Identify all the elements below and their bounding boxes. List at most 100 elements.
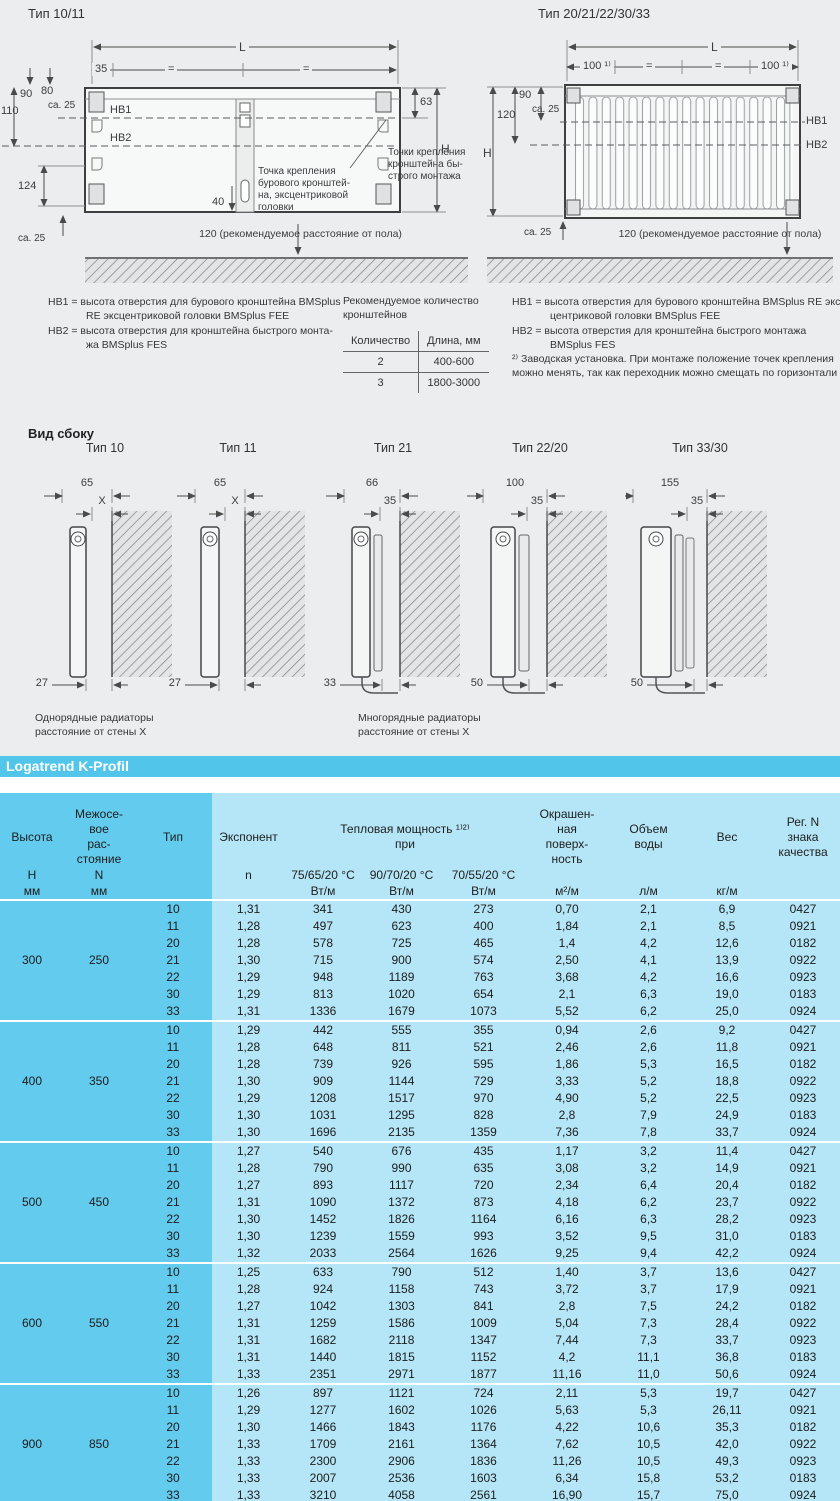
cell-surface: 3,08	[525, 1160, 609, 1177]
radiator-front-type20-33-drawing	[487, 40, 833, 283]
cell-type: 10	[134, 1143, 212, 1160]
cell-height	[0, 1107, 64, 1124]
col-header-volume: Объем воды	[629, 822, 668, 851]
col-header-reg: Рег. N знака качества	[778, 814, 828, 859]
table-row: 10 1,26 897 1121 724 2,11 5,3 19,7 0427	[0, 1383, 840, 1402]
col-units-surface: м²/м	[525, 867, 609, 899]
cell-reg: 0922	[766, 1436, 840, 1453]
cell-weight: 8,5	[688, 918, 766, 935]
cell-exponent: 1,27	[212, 1298, 285, 1315]
table-row: Количество Длина, мм	[343, 331, 489, 352]
col-header-weight: Вес	[716, 829, 738, 844]
col-units-volume: л/м	[609, 867, 688, 899]
legend-hb2-left: HB2 = высота отверстия для кронштейна бы…	[48, 325, 333, 351]
cell-spacing	[64, 1298, 134, 1315]
cell-volume: 2,1	[609, 918, 688, 935]
cell-power-90: 1121	[361, 1385, 442, 1402]
side-view-drawing	[625, 489, 767, 694]
unit-label: мм	[23, 884, 41, 898]
hb2-label: HB2	[806, 139, 828, 151]
table-row: 30 1,33 2007 2536 1603 6,34 15,8 53,2 0183	[0, 1470, 840, 1487]
table-row: 33 1,30 1696 2135 1359 7,36 7,8 33,7 0924	[0, 1124, 840, 1141]
cell-power-70: 400	[442, 918, 525, 935]
dim-label-equal: =	[712, 60, 725, 74]
cell-exponent: 1,28	[212, 935, 285, 952]
cell-type: 22	[134, 1090, 212, 1107]
dim-label-H: H	[441, 142, 450, 156]
unit-symbol: H	[27, 868, 37, 882]
cell-power-75: 715	[285, 952, 361, 969]
cell-weight: 19,0	[688, 986, 766, 1003]
cell-power-70: 1347	[442, 1332, 525, 1349]
cell-height: 300	[0, 952, 64, 969]
spec-table-header: Высота Межосе- вое рас- стояние Тип Эксп…	[0, 793, 840, 899]
cell-reg: 0183	[766, 1349, 840, 1366]
cell-weight: 26,11	[688, 1402, 766, 1419]
cell-exponent: 1,29	[212, 1022, 285, 1039]
table-row: 33 1,31 1336 1679 1073 5,52 6,2 25,0 0924	[0, 1003, 840, 1020]
cell-exponent: 1,30	[212, 1073, 285, 1090]
unit-symbol	[525, 867, 609, 883]
table-row: 3 1800-3000	[343, 372, 489, 393]
cell-height	[0, 901, 64, 918]
cell-spacing	[64, 1228, 134, 1245]
cell-volume: 7,5	[609, 1298, 688, 1315]
cell-spacing	[64, 1211, 134, 1228]
cell-type: 22	[134, 1453, 212, 1470]
cell-weight: 22,5	[688, 1090, 766, 1107]
cell-power-70: 595	[442, 1056, 525, 1073]
cell-type: 10	[134, 1385, 212, 1402]
cell-height	[0, 1332, 64, 1349]
cell-surface: 2,46	[525, 1039, 609, 1056]
spec-table: Высота Межосе- вое рас- стояние Тип Эксп…	[0, 793, 840, 1501]
cell-reg: 0922	[766, 1315, 840, 1332]
dim-label-offset: X	[231, 495, 239, 507]
dim-label-offset: 35	[383, 495, 397, 507]
dim-label-offset: 35	[690, 495, 704, 507]
side-view-drawing	[44, 489, 172, 691]
cell-type: 21	[134, 1315, 212, 1332]
unit-symbol: 75/65/20 °C	[291, 868, 355, 882]
cell-height	[0, 918, 64, 935]
cell-volume: 11,0	[609, 1366, 688, 1383]
cell-exponent: 1,32	[212, 1245, 285, 1262]
cell-type: 30	[134, 1349, 212, 1366]
table-row: 10 1,31 341 430 273 0,70 2,1 6,9 0427	[0, 899, 840, 918]
cell-type: 21	[134, 1194, 212, 1211]
side-view-title: Тип 33/30	[672, 441, 728, 455]
cell-power-75: 648	[285, 1039, 361, 1056]
dim-label-ca25: ca. 25	[524, 227, 552, 238]
cell-type: 21	[134, 952, 212, 969]
header-bg-left	[0, 793, 212, 899]
cell-reg: 0923	[766, 1332, 840, 1349]
cell-type: 20	[134, 935, 212, 952]
cell-exponent: 1,28	[212, 1056, 285, 1073]
table-row: 30 1,30 1239 1559 993 3,52 9,5 31,0 0183	[0, 1228, 840, 1245]
cell-power-70: 435	[442, 1143, 525, 1160]
hb2-label: HB2	[110, 132, 132, 144]
cell-weight: 12,6	[688, 935, 766, 952]
cell-weight: 50,6	[688, 1366, 766, 1383]
cell-spacing	[64, 986, 134, 1003]
cell-height	[0, 1160, 64, 1177]
cell-power-90: 811	[361, 1039, 442, 1056]
dim-label-equal: =	[165, 63, 178, 77]
cell-power-90: 1559	[361, 1228, 442, 1245]
col-header-height: Высота	[11, 829, 53, 844]
cell-volume: 9,5	[609, 1228, 688, 1245]
unit-symbol: 90/70/20 °C	[369, 868, 434, 882]
cell-surface: 3,33	[525, 1073, 609, 1090]
dim-label-80: 80	[41, 85, 54, 97]
cell-type: 30	[134, 1228, 212, 1245]
cell-type: 20	[134, 1419, 212, 1436]
cell-reg: 0922	[766, 952, 840, 969]
col-header-exponent: Экспонент	[219, 829, 278, 844]
cell-volume: 5,2	[609, 1090, 688, 1107]
table-row: 22 1,31 1682 2118 1347 7,44 7,3 33,7 0923	[0, 1332, 840, 1349]
cell-reg: 0923	[766, 1090, 840, 1107]
cell-type: 30	[134, 1470, 212, 1487]
cell-height	[0, 935, 64, 952]
cell-weight: 11,4	[688, 1143, 766, 1160]
cell-surface: 2,8	[525, 1107, 609, 1124]
cell-power-70: 1164	[442, 1211, 525, 1228]
